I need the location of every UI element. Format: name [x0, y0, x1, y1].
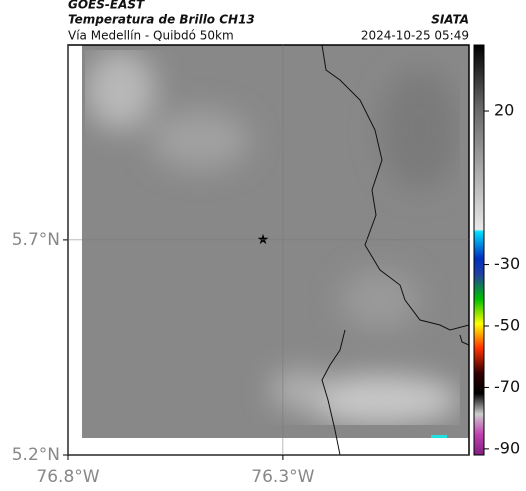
lon-tick-label: 76.3°W [251, 467, 314, 487]
datetime: 2024-10-25 05:49 [361, 29, 469, 43]
lon-tick-label: 76.8°W [36, 467, 99, 487]
satellite-image: ★ [67, 44, 470, 456]
org: SIATA [431, 13, 469, 27]
colorbar [473, 44, 485, 456]
lat-tick-label: 5.7°N [12, 230, 60, 250]
colorbar-tick-label: -30 [494, 254, 520, 273]
title: Temperatura de Brillo CH13 [68, 13, 255, 27]
region: Vía Medellín - Quibdó 50km [68, 29, 234, 43]
lat-tick-label: 5.2°N [12, 445, 60, 465]
colorbar-tick-label: -50 [494, 316, 520, 335]
colorbar-tick-label: -70 [494, 377, 520, 396]
colorbar-tick-label: -90 [494, 438, 520, 457]
source: GOES-EAST [68, 0, 145, 12]
colorbar-tick-label: 20 [494, 101, 514, 120]
